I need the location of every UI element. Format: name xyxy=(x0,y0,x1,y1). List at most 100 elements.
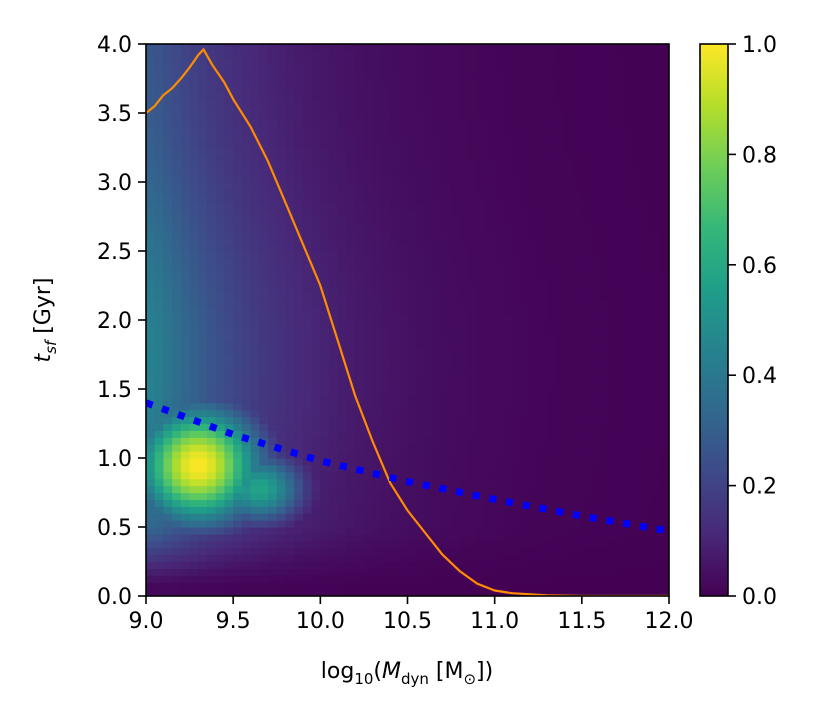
heatmap-cell xyxy=(477,64,487,73)
heatmap-cell xyxy=(189,209,199,218)
heatmap-cell xyxy=(207,299,217,307)
heatmap-cell xyxy=(250,416,260,425)
heatmap-cell xyxy=(416,499,426,507)
heatmap-cell xyxy=(172,230,182,238)
heatmap-cell xyxy=(503,430,513,438)
heatmap-cell xyxy=(407,423,417,431)
heatmap-cell xyxy=(634,230,644,238)
heatmap-cell xyxy=(651,78,661,86)
heatmap-cell xyxy=(320,423,330,431)
heatmap-cell xyxy=(311,354,321,362)
heatmap-cell xyxy=(259,492,269,500)
heatmap-cell xyxy=(346,126,356,135)
heatmap-cell xyxy=(590,430,600,438)
heatmap-cell xyxy=(433,85,443,93)
heatmap-cell xyxy=(616,416,627,425)
heatmap-cell xyxy=(250,216,260,224)
heatmap-cell xyxy=(485,154,496,162)
heatmap-cell xyxy=(285,57,295,66)
heatmap-cell xyxy=(538,478,548,487)
heatmap-cell xyxy=(529,195,539,204)
heatmap-cell xyxy=(642,92,653,100)
heatmap-cell xyxy=(172,161,182,169)
heatmap-cell xyxy=(512,451,522,459)
heatmap-cell xyxy=(625,44,635,52)
heatmap-cell xyxy=(642,513,653,521)
heatmap-cell xyxy=(259,223,269,231)
heatmap-cell xyxy=(529,271,539,280)
heatmap-cell xyxy=(398,416,409,425)
heatmap-cell xyxy=(520,50,531,59)
heatmap-cell xyxy=(564,409,574,418)
heatmap-cell xyxy=(337,506,348,514)
heatmap-cell xyxy=(311,320,321,328)
heatmap-cell xyxy=(355,71,365,80)
heatmap-cell xyxy=(337,271,348,280)
heatmap-cell xyxy=(477,402,487,411)
heatmap-cell xyxy=(651,71,661,80)
heatmap-cell xyxy=(207,333,217,342)
heatmap-cell xyxy=(207,285,217,293)
heatmap-cell xyxy=(660,71,669,80)
heatmap-cell xyxy=(468,278,478,287)
heatmap-cell xyxy=(477,119,487,128)
heatmap-cell xyxy=(485,423,496,431)
heatmap-cell xyxy=(172,375,182,383)
heatmap-cell xyxy=(390,278,400,287)
heatmap-cell xyxy=(433,230,443,238)
heatmap-cell xyxy=(529,361,539,369)
heatmap-cell xyxy=(346,292,356,300)
heatmap-cell xyxy=(398,161,409,169)
heatmap-cell xyxy=(241,244,252,252)
heatmap-cell xyxy=(590,195,600,204)
heatmap-cell xyxy=(573,416,583,425)
heatmap-cell xyxy=(250,278,260,287)
heatmap-cell xyxy=(381,326,391,335)
heatmap-cell xyxy=(215,237,226,245)
heatmap-cell xyxy=(651,354,661,362)
x-tick-label: 9.5 xyxy=(216,609,251,634)
heatmap-cell xyxy=(154,216,165,224)
heatmap-cell xyxy=(416,520,426,528)
heatmap-cell xyxy=(250,244,260,252)
heatmap-cell xyxy=(607,209,618,218)
heatmap-cell xyxy=(337,347,348,356)
heatmap-cell xyxy=(337,361,348,369)
heatmap-cell xyxy=(285,464,295,473)
heatmap-cell xyxy=(416,458,426,466)
heatmap-cell xyxy=(198,168,208,176)
heatmap-cell xyxy=(607,106,618,114)
heatmap-cell xyxy=(233,437,243,445)
heatmap-cell xyxy=(372,430,382,438)
heatmap-cell xyxy=(337,285,348,293)
heatmap-cell xyxy=(294,506,304,514)
heatmap-cell xyxy=(416,527,426,535)
heatmap-cell xyxy=(268,119,278,128)
heatmap-cell xyxy=(285,361,295,369)
heatmap-cell xyxy=(172,437,182,445)
heatmap-cell xyxy=(599,264,609,273)
heatmap-cell xyxy=(355,568,365,576)
heatmap-cell xyxy=(485,527,496,535)
heatmap-cell xyxy=(302,140,313,149)
heatmap-cell xyxy=(660,347,669,356)
heatmap-cell xyxy=(459,561,470,569)
heatmap-cell xyxy=(555,375,565,383)
heatmap-cell xyxy=(520,71,531,80)
heatmap-cell xyxy=(372,230,382,238)
heatmap-cell xyxy=(154,292,165,300)
heatmap-cell xyxy=(337,50,348,59)
heatmap-cell xyxy=(276,527,287,535)
heatmap-cell xyxy=(529,444,539,452)
heatmap-cell xyxy=(276,416,287,425)
heatmap-cell xyxy=(407,437,417,445)
heatmap-cell xyxy=(433,133,443,142)
heatmap-cell xyxy=(329,402,339,411)
heatmap-cell xyxy=(660,320,669,328)
heatmap-cell xyxy=(555,92,565,100)
heatmap-cell xyxy=(459,299,470,307)
heatmap-cell xyxy=(259,64,269,73)
heatmap-cell xyxy=(634,478,644,487)
heatmap-cell xyxy=(276,57,287,66)
heatmap-cell xyxy=(302,478,313,487)
